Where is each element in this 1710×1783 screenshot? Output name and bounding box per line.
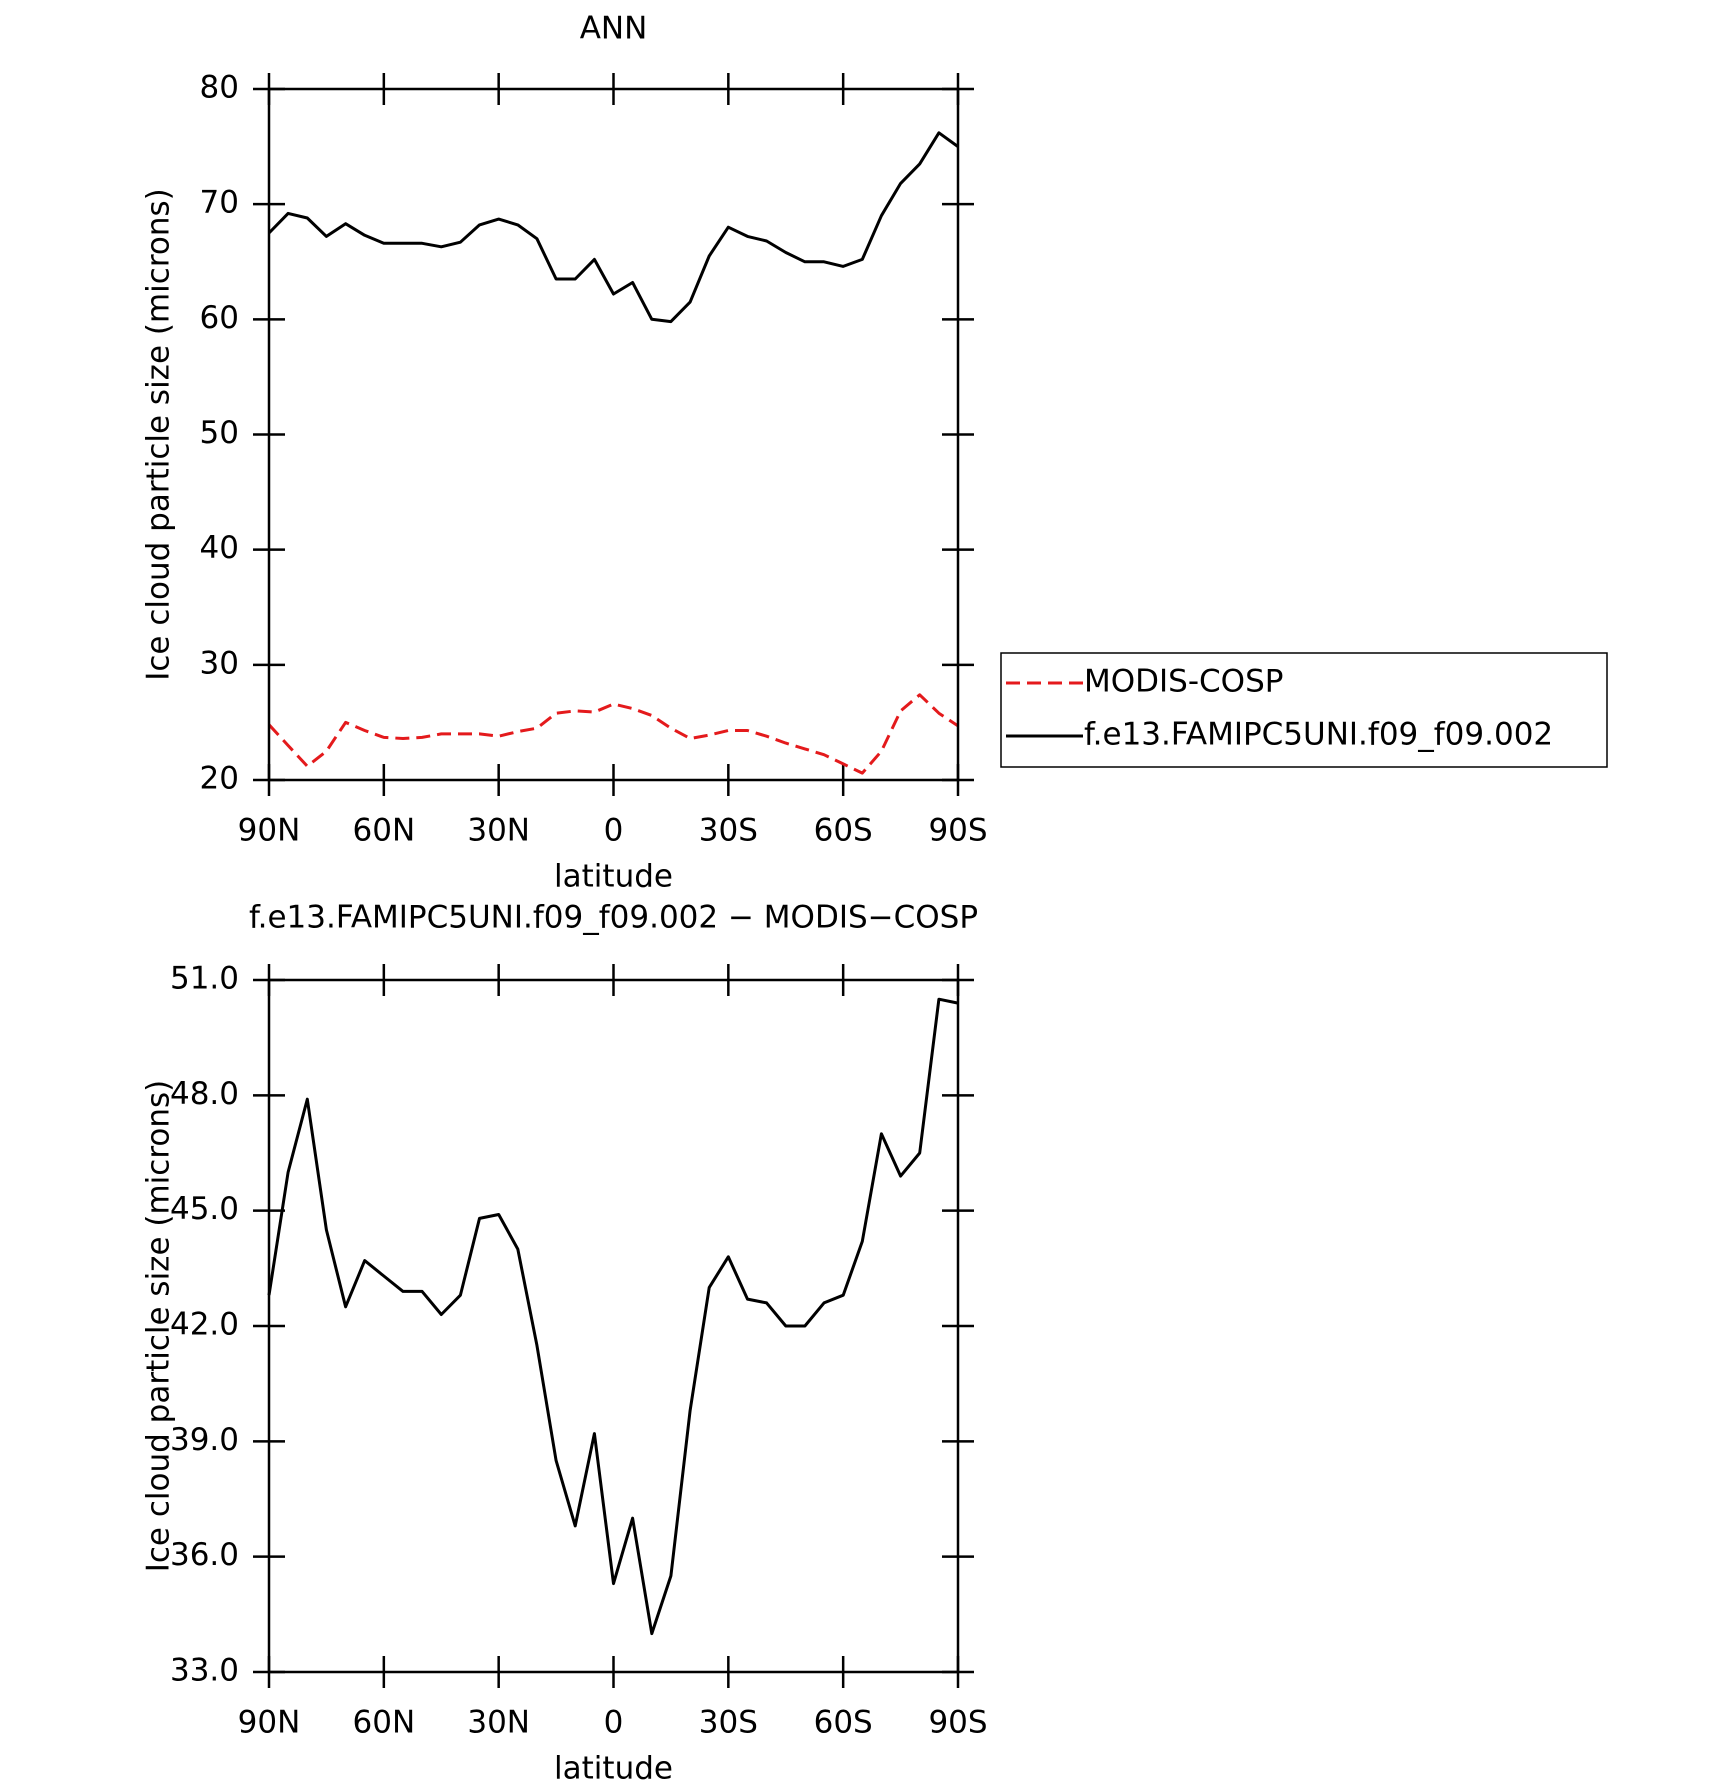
y-tick-label: 33.0 <box>170 1653 239 1689</box>
x-axis-label: latitude <box>554 1751 673 1783</box>
x-axis-label: latitude <box>554 859 673 895</box>
x-tick-label: 60N <box>353 1705 416 1741</box>
x-tick-label: 90S <box>928 1705 987 1741</box>
x-tick-label: 30N <box>467 1705 530 1741</box>
y-tick-label: 48.0 <box>170 1076 239 1112</box>
y-tick-label: 36.0 <box>170 1537 239 1573</box>
y-tick-label: 20 <box>200 761 239 797</box>
x-tick-label: 90N <box>238 813 301 849</box>
x-tick-label: 60S <box>814 1705 873 1741</box>
y-tick-label: 80 <box>200 70 239 106</box>
x-tick-label: 0 <box>604 813 624 849</box>
legend-label: f.e13.FAMIPC5UNI.f09_f09.002 <box>1084 717 1553 753</box>
x-tick-label: 30N <box>467 813 530 849</box>
y-tick-label: 50 <box>200 415 239 451</box>
chart-title: f.e13.FAMIPC5UNI.f09_f09.002 − MODIS−COS… <box>249 900 978 936</box>
plot-frame <box>267 978 960 1674</box>
y-axis-label: Ice cloud particle size (microns) <box>141 1080 177 1573</box>
chart-title: ANN <box>580 11 648 47</box>
legend-box <box>1000 652 1608 768</box>
y-tick-label: 51.0 <box>170 961 239 997</box>
x-tick-label: 60N <box>353 813 416 849</box>
x-tick-label: 90S <box>928 813 987 849</box>
y-tick-label: 39.0 <box>170 1422 239 1458</box>
y-tick-label: 70 <box>200 185 239 221</box>
x-tick-label: 30S <box>699 1705 758 1741</box>
x-tick-label: 90N <box>238 1705 301 1741</box>
y-tick-label: 60 <box>200 300 239 336</box>
y-tick-label: 30 <box>200 645 239 681</box>
x-tick-label: 0 <box>604 1705 624 1741</box>
data-line <box>267 997 959 1636</box>
y-tick-label: 45.0 <box>170 1191 239 1227</box>
y-axis-label: Ice cloud particle size (microns) <box>141 188 177 681</box>
y-tick-label: 42.0 <box>170 1307 239 1343</box>
legend-label: MODIS-COSP <box>1084 664 1283 700</box>
y-tick-label: 40 <box>200 530 239 566</box>
x-tick-label: 30S <box>699 813 758 849</box>
data-line <box>267 693 959 775</box>
x-tick-label: 60S <box>814 813 873 849</box>
data-line <box>267 131 959 324</box>
plot-frame <box>267 87 960 782</box>
